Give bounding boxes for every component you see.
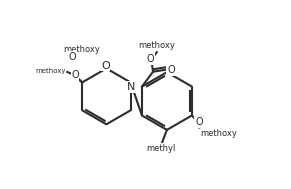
Text: methyl: methyl bbox=[147, 144, 176, 153]
Text: methoxy: methoxy bbox=[35, 68, 65, 74]
Text: O: O bbox=[101, 61, 110, 71]
Text: methoxy: methoxy bbox=[63, 45, 100, 54]
Text: methoxy: methoxy bbox=[139, 41, 175, 50]
Text: N: N bbox=[127, 82, 136, 92]
Text: O: O bbox=[195, 116, 203, 126]
Text: O: O bbox=[146, 54, 154, 64]
Text: methoxy: methoxy bbox=[200, 129, 237, 138]
Text: O: O bbox=[167, 65, 175, 75]
Text: O: O bbox=[68, 52, 76, 62]
Text: O: O bbox=[71, 70, 79, 80]
